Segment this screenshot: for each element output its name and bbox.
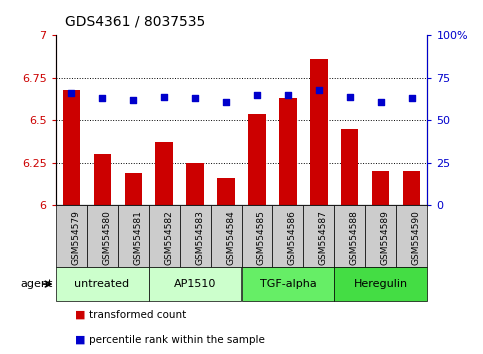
Text: transformed count: transformed count bbox=[89, 310, 186, 320]
Bar bbox=[248, 114, 266, 205]
Text: GSM554584: GSM554584 bbox=[226, 210, 235, 265]
Bar bbox=[62, 90, 80, 205]
Text: untreated: untreated bbox=[74, 279, 129, 289]
Point bbox=[377, 99, 385, 104]
Text: TGF-alpha: TGF-alpha bbox=[260, 279, 316, 289]
Bar bbox=[94, 154, 111, 205]
Bar bbox=[217, 178, 235, 205]
Bar bbox=[403, 171, 421, 205]
Point bbox=[191, 96, 199, 101]
Bar bbox=[334, 267, 427, 301]
Bar bbox=[56, 205, 86, 267]
Bar bbox=[86, 205, 117, 267]
Bar bbox=[186, 163, 203, 205]
Bar bbox=[56, 267, 149, 301]
Text: GSM554579: GSM554579 bbox=[71, 210, 80, 265]
Text: GSM554589: GSM554589 bbox=[381, 210, 390, 265]
Point bbox=[253, 92, 261, 98]
Text: ■: ■ bbox=[75, 310, 85, 320]
Bar bbox=[372, 171, 389, 205]
Point bbox=[408, 96, 416, 101]
Text: GSM554586: GSM554586 bbox=[288, 210, 297, 265]
Text: ■: ■ bbox=[75, 335, 85, 345]
Bar bbox=[211, 205, 242, 267]
Point bbox=[346, 94, 354, 99]
Text: GSM554580: GSM554580 bbox=[102, 210, 111, 265]
Text: GSM554581: GSM554581 bbox=[133, 210, 142, 265]
Point bbox=[315, 87, 323, 93]
Point bbox=[160, 94, 168, 99]
Text: GSM554588: GSM554588 bbox=[350, 210, 359, 265]
Bar bbox=[242, 205, 272, 267]
Bar bbox=[341, 129, 358, 205]
Bar bbox=[242, 267, 334, 301]
Text: GSM554585: GSM554585 bbox=[257, 210, 266, 265]
Text: GSM554587: GSM554587 bbox=[319, 210, 328, 265]
Point bbox=[284, 92, 292, 98]
Bar bbox=[303, 205, 334, 267]
Bar bbox=[117, 205, 149, 267]
Bar bbox=[311, 59, 327, 205]
Text: percentile rank within the sample: percentile rank within the sample bbox=[89, 335, 265, 345]
Bar bbox=[156, 142, 172, 205]
Text: agent: agent bbox=[21, 279, 53, 289]
Bar bbox=[149, 267, 242, 301]
Bar bbox=[180, 205, 211, 267]
Bar bbox=[397, 205, 427, 267]
Bar bbox=[272, 205, 303, 267]
Bar bbox=[125, 173, 142, 205]
Bar bbox=[149, 205, 180, 267]
Text: AP1510: AP1510 bbox=[174, 279, 216, 289]
Point bbox=[222, 99, 230, 104]
Bar bbox=[366, 205, 397, 267]
Point bbox=[129, 97, 137, 103]
Point bbox=[67, 90, 75, 96]
Bar bbox=[280, 98, 297, 205]
Text: GSM554590: GSM554590 bbox=[412, 210, 421, 265]
Text: GDS4361 / 8037535: GDS4361 / 8037535 bbox=[65, 14, 205, 28]
Bar bbox=[334, 205, 366, 267]
Text: GSM554582: GSM554582 bbox=[164, 210, 173, 265]
Point bbox=[98, 96, 106, 101]
Text: GSM554583: GSM554583 bbox=[195, 210, 204, 265]
Text: Heregulin: Heregulin bbox=[354, 279, 408, 289]
